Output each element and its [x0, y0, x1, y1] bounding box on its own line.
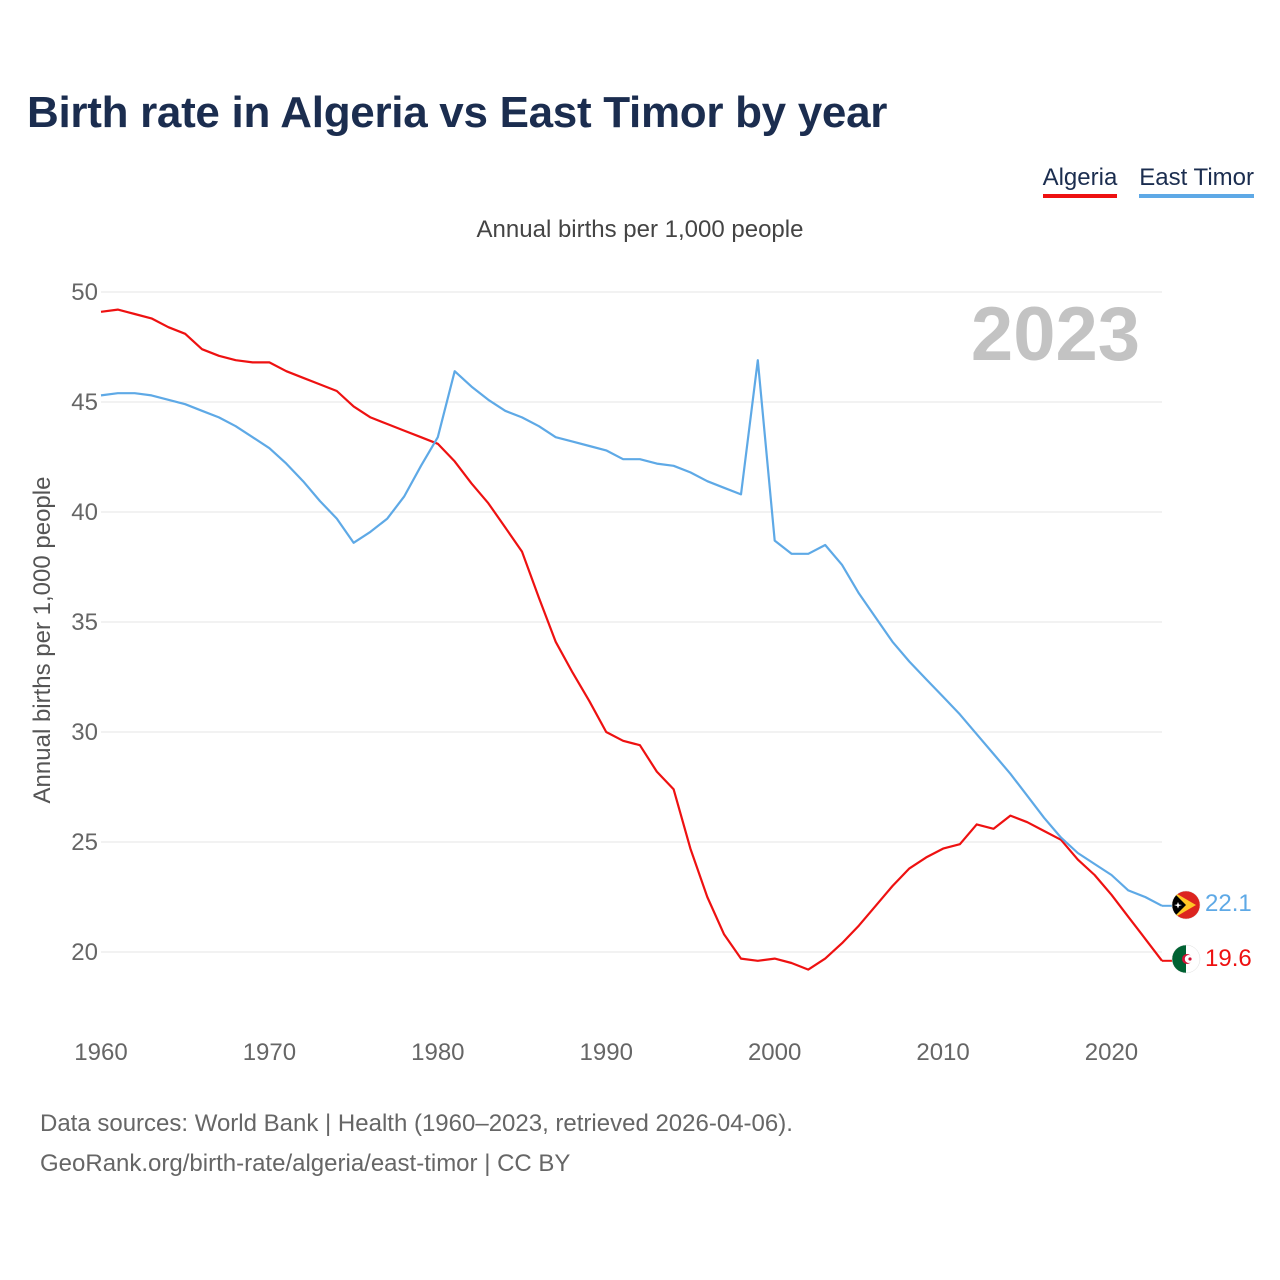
chart-subtitle: Annual births per 1,000 people	[476, 216, 804, 243]
x-tick-label: 1970	[243, 1039, 296, 1066]
series-line-algeria	[100, 308, 1163, 971]
y-tick-label: 20	[71, 939, 98, 966]
series-line-east-timor	[100, 359, 1163, 907]
y-tick-label: 35	[71, 609, 98, 636]
y-tick-label: 45	[71, 389, 98, 416]
gridlines	[101, 291, 1162, 953]
y-axis-ticks: 20 25 30 35 40 45 50	[71, 279, 98, 966]
x-tick-label: 1990	[580, 1039, 633, 1066]
flag-algeria	[1171, 944, 1201, 974]
flag-east-timor	[1171, 890, 1201, 920]
y-tick-label: 50	[71, 279, 98, 306]
legend-item-algeria[interactable]: Algeria	[1042, 164, 1118, 198]
y-tick-label: 30	[71, 719, 98, 746]
data-source: Data sources: World Bank | Health (1960–…	[40, 1104, 793, 1184]
end-label-algeria: 19.6	[1205, 945, 1252, 972]
x-axis-ticks: 1960 1970 1980 1990 2000 2010 2020	[74, 1039, 1138, 1066]
end-label-east-timor: 22.1	[1205, 890, 1252, 917]
x-tick-label: 2000	[748, 1039, 801, 1066]
x-tick-label: 1980	[411, 1039, 464, 1066]
legend: Algeria East Timor	[1042, 164, 1254, 198]
series-lines	[100, 308, 1172, 971]
x-tick-label: 2010	[916, 1039, 969, 1066]
y-axis-label: Annual births per 1,000 people	[29, 477, 56, 804]
x-tick-label: 1960	[74, 1039, 127, 1066]
year-watermark: 2023	[971, 292, 1140, 377]
source-line-2: GeoRank.org/birth-rate/algeria/east-timo…	[40, 1150, 571, 1177]
chart-title: Birth rate in Algeria vs East Timor by y…	[27, 88, 888, 137]
legend-item-east-timor[interactable]: East Timor	[1139, 164, 1254, 198]
x-tick-label: 2020	[1085, 1039, 1138, 1066]
y-tick-label: 40	[71, 499, 98, 526]
source-line-1: Data sources: World Bank | Health (1960–…	[40, 1110, 793, 1137]
y-tick-label: 25	[71, 829, 98, 856]
